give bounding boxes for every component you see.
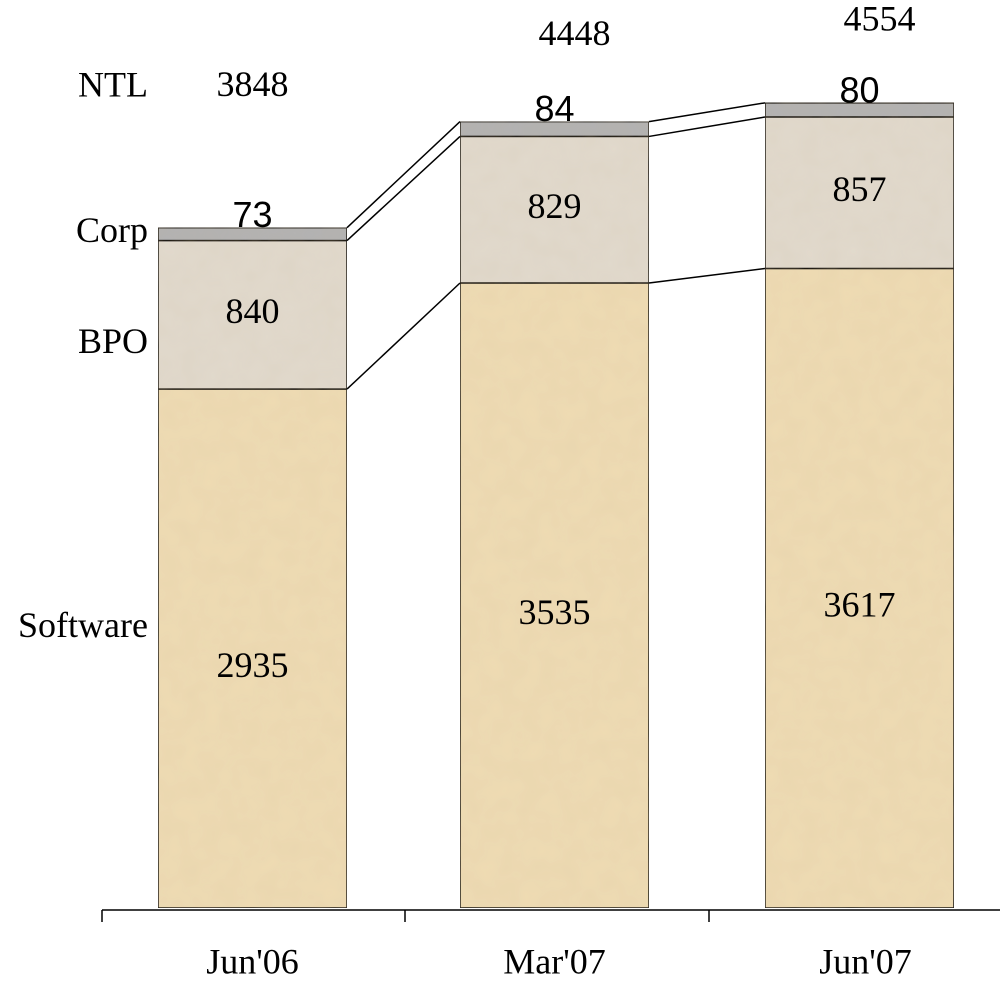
bar-segment xyxy=(459,135,650,284)
value-label: 3617 xyxy=(824,585,896,625)
series-label: NTL xyxy=(78,64,148,104)
value-label: 840 xyxy=(226,291,280,331)
bar-segment xyxy=(764,102,955,118)
bar-segment xyxy=(157,388,348,909)
bar-segment xyxy=(157,226,348,242)
x-tick-label: Jun'07 xyxy=(819,941,912,981)
x-tick-label: Mar'07 xyxy=(503,941,605,981)
total-label: 3848 xyxy=(217,64,289,104)
series-label: Software xyxy=(18,605,148,645)
value-label: 829 xyxy=(528,186,582,226)
bar-segment xyxy=(157,239,348,390)
connector-line xyxy=(648,267,766,284)
value-label: 2935 xyxy=(217,645,289,685)
value-label: 73 xyxy=(232,194,272,235)
bar-segment xyxy=(764,267,955,909)
total-label: 4554 xyxy=(844,0,916,38)
bar-segment xyxy=(764,116,955,270)
connector-line xyxy=(648,116,766,138)
series-label: BPO xyxy=(78,321,148,361)
total-label: 4448 xyxy=(539,13,611,53)
value-label: 857 xyxy=(833,169,887,209)
connector-line xyxy=(648,102,766,123)
connector-line xyxy=(346,135,461,242)
x-tick-label: Jun'06 xyxy=(206,941,299,981)
value-label: 80 xyxy=(839,69,879,110)
value-label: 84 xyxy=(534,88,574,129)
bar-segment xyxy=(459,282,650,909)
bar-segment xyxy=(459,120,650,138)
connector-line xyxy=(346,121,461,229)
value-label: 3535 xyxy=(519,592,591,632)
connector-line xyxy=(346,282,461,390)
series-label: Corp xyxy=(76,210,148,250)
